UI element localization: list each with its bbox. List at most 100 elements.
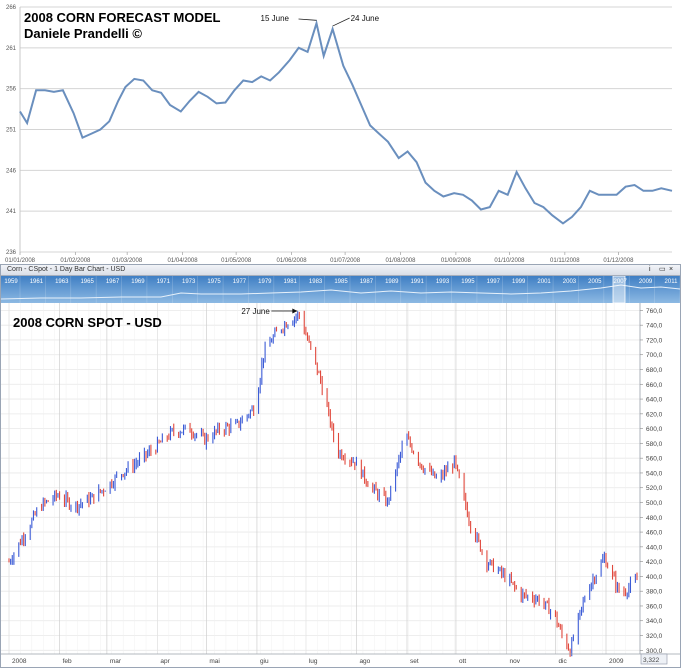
y-tick-label: 540,0	[646, 470, 663, 477]
y-tick-label: 380,0	[646, 589, 663, 596]
navigator-year: 2001	[537, 279, 551, 285]
spot-price-chart: 300,0 320,0 340,0 360,0 380,0 400,0 420,0 440,0…	[1, 303, 680, 667]
y-tick-label: 480,0	[646, 515, 663, 522]
last-value-box	[640, 653, 668, 665]
navigator-year: 1999	[512, 279, 526, 285]
spot-grid	[1, 303, 640, 654]
navigator-year: 1967	[106, 279, 120, 285]
navigator-year: 2005	[588, 279, 602, 285]
y-tick-label: 246	[6, 168, 17, 174]
restore-icon[interactable]: ▭	[659, 266, 666, 273]
navigator-year: 2011	[665, 279, 679, 285]
navigator-year: 1959	[4, 279, 18, 285]
spot-ohlc-bars	[8, 310, 638, 657]
y-tick-label: 460,0	[646, 530, 663, 537]
x-tick-label: 2009	[609, 658, 624, 665]
y-tick-label: 580,0	[646, 441, 663, 448]
y-tick-label: 241	[6, 209, 17, 215]
navigator-year: 1987	[360, 279, 374, 285]
y-tick-label: 360,0	[646, 603, 663, 610]
navigator-selection-window[interactable]	[612, 276, 626, 303]
y-tick-label: 660,0	[646, 382, 663, 389]
navigator-year: 1961	[30, 279, 44, 285]
navigator-year-labels: 1959 1961 1963 1965 1967 1969 1971 1973 1975 1977…	[4, 276, 680, 303]
spot-y-ticks: 300,0 320,0 340,0 360,0 380,0 400,0 420,0 440,0…	[640, 308, 663, 655]
y-tick-label: 720,0	[646, 337, 663, 344]
forecast-annotations: 15 June 24 June	[261, 14, 380, 27]
y-tick-label: 680,0	[646, 367, 663, 374]
navigator-year: 1985	[334, 279, 348, 285]
last-value-label: 3,322	[643, 657, 660, 664]
x-tick-label: mar	[110, 658, 122, 665]
annotation-15-june: 15 June	[261, 14, 290, 23]
x-tick-label: 2008	[12, 658, 27, 665]
navigator-year: 1997	[487, 279, 501, 285]
forecast-chart-title: 2008 CORN FORECAST MODEL	[24, 10, 221, 25]
y-tick-label: 266	[6, 5, 17, 11]
x-tick-label: ott	[459, 658, 466, 665]
y-tick-label: 261	[6, 46, 17, 52]
forecast-x-ticks: 01/01/2008 01/02/2008 01/03/2008 01/04/2008…	[5, 252, 634, 264]
x-tick-label: 01/11/2008	[550, 258, 580, 264]
navigator-year: 2007	[614, 279, 628, 285]
navigator-year: 1965	[80, 279, 94, 285]
x-tick-label: 01/09/2008	[441, 258, 472, 264]
annotation-27-june: 27 June	[241, 307, 270, 316]
spot-x-ticks: 2008 feb mar apr mai giu lug ago set ott nov dic 200…	[12, 658, 624, 665]
navigator-year: 1995	[461, 279, 475, 285]
x-tick-label: mai	[209, 658, 219, 665]
y-tick-label: 500,0	[646, 500, 663, 507]
spot-annotations: 27 June	[241, 307, 298, 316]
y-tick-label: 700,0	[646, 352, 663, 359]
navigator-year: 1977	[233, 279, 247, 285]
x-tick-label: giu	[260, 658, 269, 665]
x-tick-label: 01/12/2008	[603, 258, 634, 264]
y-tick-label: 320,0	[646, 633, 663, 640]
x-tick-label: lug	[309, 658, 318, 665]
navigator-year: 2009	[639, 279, 653, 285]
forecast-chart-subtitle: Daniele Prandelli ©	[24, 26, 142, 41]
y-tick-label: 740,0	[646, 323, 663, 330]
x-tick-label: feb	[63, 658, 72, 665]
info-icon[interactable]: i	[649, 266, 651, 273]
y-tick-label: 760,0	[646, 308, 663, 315]
y-tick-label: 640,0	[646, 397, 663, 404]
x-tick-label: 01/10/2008	[494, 258, 525, 264]
x-tick-label: 01/05/2008	[221, 258, 252, 264]
x-tick-label: apr	[160, 658, 170, 665]
y-tick-label: 236	[6, 250, 17, 256]
forecast-chart: 236 241 246 251 256 261 266 01/01/2008 01/02/20…	[5, 5, 673, 264]
navigator-year: 1993	[436, 279, 450, 285]
x-tick-label: 01/08/2008	[385, 258, 416, 264]
navigator-year: 1973	[182, 279, 196, 285]
navigator-year: 1971	[157, 279, 171, 285]
navigator-year: 1975	[207, 279, 221, 285]
close-icon[interactable]: ×	[669, 266, 674, 273]
forecast-series-line	[19, 19, 673, 225]
forecast-y-ticks: 236 241 246 251 256 261 266	[6, 5, 17, 256]
navigator-year: 1981	[284, 279, 298, 285]
navigator-history-line	[1, 284, 680, 300]
y-tick-label: 620,0	[646, 411, 663, 418]
y-tick-label: 400,0	[646, 574, 663, 581]
navigator-year: 1969	[131, 279, 145, 285]
chart-window-title: Corn - CSpot - 1 Day Bar Chart - USD	[7, 266, 126, 273]
y-tick-label: 420,0	[646, 559, 663, 566]
x-tick-label: 01/02/2008	[60, 258, 91, 264]
x-tick-label: 01/04/2008	[168, 258, 199, 264]
history-navigator[interactable]: 1959 1961 1963 1965 1967 1969 1971 1973 1975 1977…	[1, 276, 680, 303]
x-tick-label: 01/06/2008	[277, 258, 308, 264]
x-tick-label: ago	[359, 658, 370, 665]
y-tick-label: 600,0	[646, 426, 663, 433]
annotation-24-june: 24 June	[351, 14, 380, 23]
spot-chart-title: 2008 CORN SPOT - USD	[13, 315, 162, 330]
navigator-year: 1979	[258, 279, 272, 285]
spot-chart-window: Corn - CSpot - 1 Day Bar Chart - USD i ▭…	[0, 264, 681, 668]
forecast-grid	[19, 6, 672, 253]
navigator-year: 1983	[309, 279, 323, 285]
chart-window-titlebar: Corn - CSpot - 1 Day Bar Chart - USD i ▭…	[1, 265, 680, 276]
navigator-year: 2003	[563, 279, 577, 285]
y-tick-label: 251	[6, 128, 17, 134]
y-tick-label: 520,0	[646, 485, 663, 492]
navigator-year: 1989	[385, 279, 399, 285]
